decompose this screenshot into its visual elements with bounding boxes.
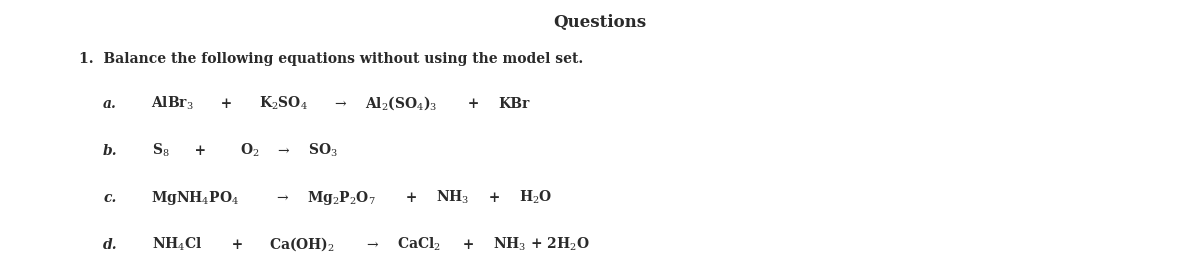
Text: +: +	[396, 191, 427, 205]
Text: Al$_{2}$(SO$_{4}$)$_{3}$: Al$_{2}$(SO$_{4}$)$_{3}$	[365, 94, 437, 112]
Text: K$_{2}$SO$_{4}$: K$_{2}$SO$_{4}$	[259, 95, 308, 112]
Text: 1.  Balance the following equations without using the model set.: 1. Balance the following equations witho…	[79, 52, 583, 66]
Text: SO$_{3}$: SO$_{3}$	[308, 142, 337, 159]
Text: MgNH$_{4}$PO$_{4}$: MgNH$_{4}$PO$_{4}$	[151, 189, 239, 207]
Text: Questions: Questions	[553, 14, 647, 31]
Text: +: +	[217, 238, 258, 252]
Text: H$_{2}$O: H$_{2}$O	[518, 189, 552, 206]
Text: $\rightarrow$: $\rightarrow$	[322, 97, 355, 111]
Text: +: +	[206, 97, 247, 111]
Text: a.: a.	[103, 97, 118, 111]
Text: KBr: KBr	[498, 97, 529, 111]
Text: d.: d.	[103, 238, 118, 252]
Text: NH$_{3}$ + 2H$_{2}$O: NH$_{3}$ + 2H$_{2}$O	[493, 235, 590, 253]
Text: Mg$_{2}$P$_{2}$O$_{7}$: Mg$_{2}$P$_{2}$O$_{7}$	[307, 189, 376, 207]
Text: +: +	[175, 144, 226, 158]
Text: AlBr$_{3}$: AlBr$_{3}$	[151, 95, 194, 112]
Text: b.: b.	[103, 144, 118, 158]
Text: S$_{8}$: S$_{8}$	[152, 142, 169, 159]
Text: $\rightarrow$: $\rightarrow$	[354, 238, 388, 252]
Text: O$_{2}$: O$_{2}$	[240, 142, 259, 159]
Text: $\rightarrow$: $\rightarrow$	[265, 144, 299, 158]
Text: c.: c.	[103, 191, 116, 205]
Text: +: +	[479, 191, 510, 205]
Text: +: +	[458, 97, 490, 111]
Text: NH$_{4}$Cl: NH$_{4}$Cl	[152, 235, 203, 253]
Text: +: +	[454, 238, 485, 252]
Text: NH$_{3}$: NH$_{3}$	[436, 189, 469, 206]
Text: $\rightarrow$: $\rightarrow$	[264, 191, 298, 205]
Text: CaCl$_{2}$: CaCl$_{2}$	[397, 235, 440, 253]
Text: Ca(OH)$_{2}$: Ca(OH)$_{2}$	[270, 235, 335, 253]
